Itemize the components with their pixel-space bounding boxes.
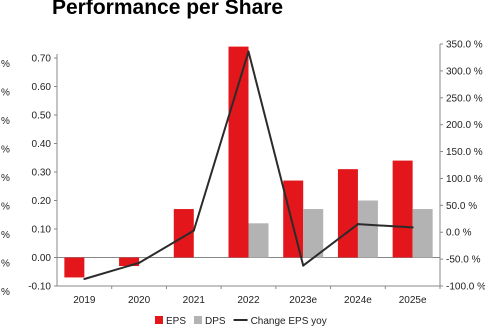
dps-bar	[303, 209, 324, 258]
legend: EPS DPS Change EPS yoy	[155, 316, 327, 327]
yoy-point	[247, 50, 250, 53]
dps-bar	[248, 223, 269, 258]
legend-label: Change EPS yoy	[251, 316, 327, 327]
right-tick-label: -50.0 %	[446, 255, 481, 266]
legend-label: EPS	[166, 316, 186, 327]
chart-title: Performance per Share	[52, 0, 283, 19]
right-tick-label: 50.0 %	[446, 201, 477, 212]
left-tick-label: 0.30	[32, 168, 52, 179]
yoy-point	[138, 261, 141, 264]
yoy-point	[302, 264, 305, 267]
left-edge-fragment: %	[1, 59, 10, 70]
eps-bar	[392, 160, 413, 258]
left-edge-fragment: %	[1, 116, 10, 127]
x-tick-label: 2025e	[399, 295, 427, 306]
dps-legend-swatch	[194, 316, 203, 324]
left-edge-fragment: %	[1, 259, 10, 270]
dps-bar	[412, 209, 433, 258]
left-tick-label: 0.60	[32, 82, 52, 93]
tick-labels: -0.10% 0.00% 0.10% 0.20% 0.30% 0.40% 0.50% 0.60…	[1, 40, 485, 307]
yoy-line	[83, 50, 414, 281]
right-tick-label: 250.0 %	[446, 93, 483, 104]
legend-label: DPS	[205, 316, 226, 327]
x-tick-label: 2019	[73, 295, 96, 306]
eps-bar	[337, 169, 358, 258]
left-tick-label: -0.10	[28, 282, 51, 293]
left-tick-label: 0.10	[32, 225, 52, 236]
bars	[64, 46, 433, 278]
left-tick-label: 0.40	[32, 139, 52, 150]
x-tick-label: 2021	[183, 295, 206, 306]
left-edge-fragment: %	[1, 173, 10, 184]
left-edge-fragment: %	[1, 88, 10, 99]
yoy-point	[192, 229, 195, 232]
x-tick-label: 2020	[128, 295, 151, 306]
eps-bar	[173, 209, 194, 258]
right-tick-label: 100.0 %	[446, 174, 483, 185]
right-tick-label: -100.0 %	[446, 282, 485, 293]
right-tick-label: 300.0 %	[446, 66, 483, 77]
x-tick-label: 2024e	[344, 295, 372, 306]
yoy-point	[411, 226, 414, 229]
left-edge-fragment: %	[1, 145, 10, 156]
right-tick-label: 350.0 %	[446, 40, 483, 51]
left-tick-label: 0.70	[32, 54, 52, 65]
yoy-point	[356, 223, 359, 226]
left-tick-label: 0.00	[32, 253, 52, 264]
dps-bar	[357, 200, 378, 258]
eps-bar	[228, 46, 249, 258]
left-edge-fragment: %	[1, 230, 10, 241]
right-tick-label: 200.0 %	[446, 120, 483, 131]
x-tick-label: 2022	[237, 295, 260, 306]
left-edge-fragment: %	[1, 202, 10, 213]
eps-legend-swatch	[155, 316, 163, 324]
eps-bar	[283, 180, 304, 258]
left-tick-label: 0.20	[32, 196, 52, 207]
right-tick-label: 150.0 %	[446, 147, 483, 158]
left-tick-label: 0.50	[32, 111, 52, 122]
x-tick-label: 2023e	[289, 295, 317, 306]
left-edge-fragment: %	[1, 287, 10, 298]
right-tick-label: 0.0 %	[446, 228, 472, 239]
eps-bar	[119, 257, 140, 267]
yoy-point	[83, 278, 86, 281]
eps-bar	[64, 257, 85, 278]
